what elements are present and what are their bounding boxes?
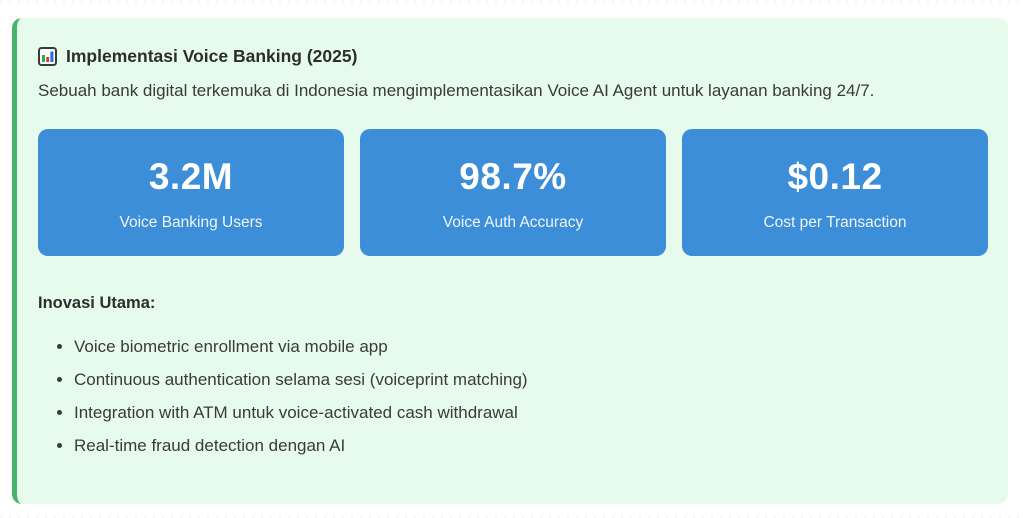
bar-chart-icon	[38, 46, 57, 66]
stat-value: $0.12	[787, 155, 883, 197]
list-item: Integration with ATM untuk voice-activat…	[74, 403, 988, 423]
stat-card-cost-per-transaction: $0.12 Cost per Transaction	[682, 129, 988, 256]
clipped-content-top	[0, 0, 1024, 3]
innovations-heading: Inovasi Utama:	[38, 294, 156, 312]
stat-card-voice-banking-users: 3.2M Voice Banking Users	[38, 129, 344, 256]
stat-value: 3.2M	[148, 155, 234, 197]
list-item: Real-time fraud detection dengan AI	[74, 436, 988, 456]
card-subtitle: Sebuah bank digital terkemuka di Indones…	[38, 81, 875, 100]
stat-label: Cost per Transaction	[763, 213, 907, 231]
stat-value: 98.7%	[459, 155, 567, 197]
list-item: Voice biometric enrollment via mobile ap…	[74, 337, 988, 357]
card-title: Implementasi Voice Banking (2025)	[66, 46, 358, 66]
card-title-row: Implementasi Voice Banking (2025)	[38, 45, 988, 67]
stat-card-voice-auth-accuracy: 98.7% Voice Auth Accuracy	[360, 129, 666, 256]
voice-banking-case-study-card: Implementasi Voice Banking (2025) Sebuah…	[12, 18, 1008, 504]
stats-row: 3.2M Voice Banking Users 98.7% Voice Aut…	[38, 129, 988, 256]
innovations-list: Voice biometric enrollment via mobile ap…	[38, 337, 988, 456]
list-item: Continuous authentication selama sesi (v…	[74, 370, 988, 390]
stat-label: Voice Banking Users	[119, 213, 263, 231]
clipped-content-bottom	[0, 515, 1024, 518]
stat-label: Voice Auth Accuracy	[442, 213, 584, 231]
